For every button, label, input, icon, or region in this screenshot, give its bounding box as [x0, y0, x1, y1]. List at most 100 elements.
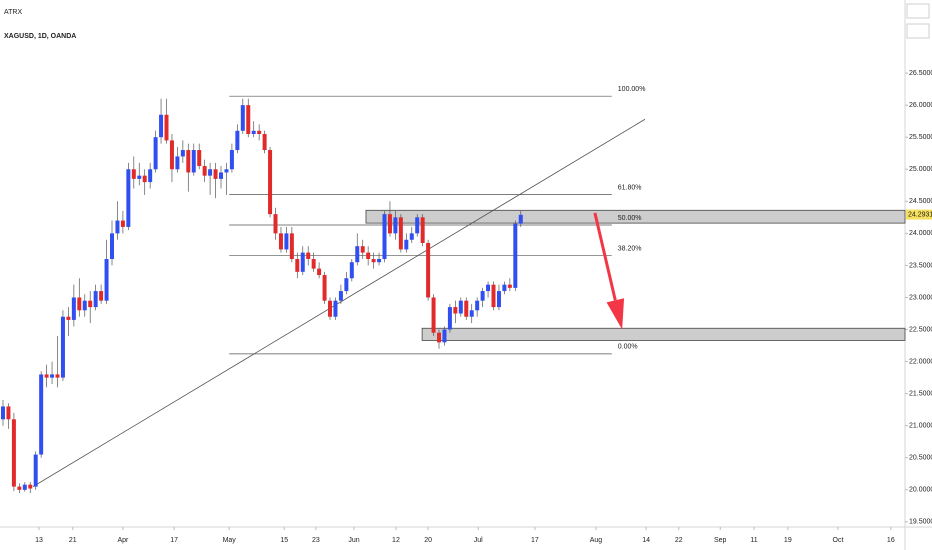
- fib-label: 100.00%: [618, 86, 646, 93]
- arrow-head: [606, 298, 625, 330]
- candle-body: [126, 169, 131, 227]
- candle-body: [208, 169, 213, 176]
- candle-body: [426, 242, 431, 298]
- candle-body: [71, 297, 76, 320]
- candle-body: [278, 233, 283, 250]
- candle-body: [442, 329, 447, 343]
- candle-body: [99, 291, 104, 301]
- candle-body: [104, 259, 109, 301]
- x-tick-label: 23: [312, 537, 320, 544]
- y-tick-label: 22.50000: [909, 326, 932, 333]
- candle-body: [409, 233, 414, 240]
- candle-body: [186, 150, 191, 173]
- fib-label: 0.00%: [618, 344, 638, 351]
- x-tick-label: Apr: [117, 537, 129, 544]
- x-tick-label: Jul: [474, 537, 483, 544]
- candle-body: [486, 284, 491, 292]
- zone: [365, 209, 906, 224]
- y-tick-label: 19.50000: [909, 519, 932, 526]
- fib-label: 61.80%: [618, 184, 642, 191]
- last-price-label: 24.29312: [908, 211, 932, 218]
- candle-body: [300, 252, 305, 272]
- x-tick-label: 11: [750, 537, 757, 544]
- x-tick-label: 19: [784, 537, 792, 544]
- y-tick-label: 23.00000: [909, 294, 932, 301]
- candle-body: [22, 484, 27, 490]
- x-tick-label: 15: [280, 537, 288, 544]
- candle-body: [349, 262, 354, 279]
- candle-body: [88, 300, 93, 308]
- candle-body: [518, 214, 523, 224]
- y-tick-label: 25.50000: [909, 134, 932, 141]
- candle-body: [115, 220, 120, 234]
- candle-body: [295, 259, 300, 272]
- x-tick-label: Sep: [714, 537, 727, 544]
- candle-body: [175, 156, 180, 170]
- candle-body: [333, 300, 338, 317]
- candle-body: [131, 169, 136, 179]
- y-tick-label: 25.00000: [909, 166, 932, 173]
- candle-body: [137, 175, 142, 179]
- y-tick-label: 26.00000: [909, 102, 932, 109]
- candle-body: [197, 150, 202, 167]
- candle-body: [60, 316, 65, 378]
- candle-body: [393, 217, 398, 234]
- candle-body: [464, 300, 469, 317]
- y-tick-label: 20.50000: [909, 455, 932, 462]
- symbol-label: XAGUSD, 1D, OANDA: [4, 33, 76, 40]
- candle-body: [458, 300, 463, 314]
- candle-body: [371, 259, 376, 263]
- y-tick-label: 20.00000: [909, 487, 932, 494]
- candle-body: [355, 246, 360, 263]
- candle-body: [110, 233, 115, 260]
- x-tick-label: 16: [887, 537, 895, 544]
- x-tick-label: 20: [424, 537, 432, 544]
- candle-body: [77, 297, 82, 311]
- candle-body: [257, 130, 262, 134]
- candle-body: [377, 259, 382, 263]
- candle-body: [404, 239, 409, 250]
- candle-body: [311, 259, 316, 269]
- candle-body: [502, 284, 507, 292]
- candle-body: [382, 214, 387, 260]
- candle-body: [437, 332, 442, 343]
- candle-body: [480, 291, 485, 301]
- toolbar-box[interactable]: [906, 23, 930, 39]
- candle-body: [169, 140, 174, 170]
- candle-body: [120, 220, 125, 227]
- y-tick-label: 24.00000: [909, 230, 932, 237]
- y-tick-label: 21.00000: [909, 423, 932, 430]
- candle-body: [251, 130, 256, 134]
- candle-body: [93, 291, 98, 308]
- x-tick-label: 17: [170, 537, 178, 544]
- candle-body: [191, 150, 196, 173]
- candle-body: [202, 166, 207, 176]
- candle-body: [268, 150, 273, 215]
- candle-body: [224, 169, 229, 173]
- arrow-shaft: [593, 212, 617, 301]
- toolbar-box[interactable]: [906, 3, 930, 19]
- candle-body: [469, 310, 474, 317]
- x-tick-label: 22: [675, 537, 683, 544]
- candle-body: [513, 223, 518, 288]
- y-tick-label: 21.50000: [909, 390, 932, 397]
- x-tick-label: Aug: [590, 537, 603, 544]
- candle-body: [338, 291, 343, 301]
- candle-body: [55, 374, 60, 378]
- candle-body: [229, 150, 234, 170]
- x-tick-label: 21: [69, 537, 77, 544]
- candle-body: [235, 130, 240, 151]
- candle-body: [11, 419, 16, 487]
- x-tick-label: 12: [392, 537, 400, 544]
- candle-body: [317, 268, 322, 276]
- x-tick-label: May: [223, 537, 237, 544]
- candle-body: [447, 307, 452, 330]
- zone: [421, 327, 906, 341]
- candle-body: [246, 105, 251, 134]
- candle-body: [322, 275, 327, 301]
- candle-body: [180, 150, 185, 157]
- candle-body: [39, 374, 44, 455]
- candle-body: [344, 278, 349, 292]
